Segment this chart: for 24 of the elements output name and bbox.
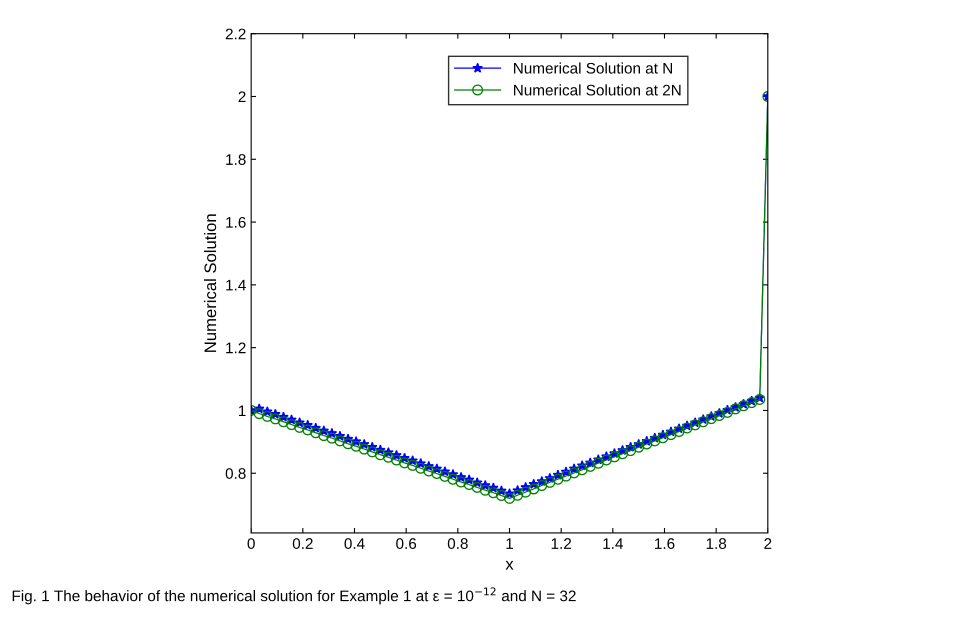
x-tick-label: 0.4 (344, 538, 365, 549)
y-tick-label: 1.4 (226, 280, 246, 290)
caption: Fig. 1 The behavior of the numerical solution for Example 1 at ε = 10$^{−12}$ and N = 32 (12, 587, 576, 604)
y-tick-label: 1.6 (226, 216, 246, 228)
y-tick-label: 1.8 (226, 154, 246, 165)
y-tick-label: 2 (238, 91, 246, 102)
x-tick-label: 1.6 (655, 538, 674, 549)
y-tick-label: 2.2 (226, 28, 246, 40)
x-tick-label: 1.2 (552, 538, 572, 549)
y-tick-label: 1.2 (226, 342, 246, 354)
x-tick-label: 0.8 (448, 538, 468, 549)
y-axis-title: Numerical Solution (204, 214, 216, 352)
x-tick-label: 0.2 (292, 538, 313, 549)
legend-label: Numerical Solution at 2N (514, 84, 680, 96)
x-tick-label: 1.8 (706, 538, 726, 549)
x-axis-title: x (506, 560, 514, 570)
x-tick-label: 0 (248, 538, 255, 549)
legend-label: Numerical Solution at N (514, 62, 672, 74)
x-tick-label: 1.4 (603, 538, 623, 549)
x-tick-label: 1 (506, 538, 513, 549)
x-tick-label: 0.6 (396, 538, 416, 549)
y-tick-label: 0.8 (226, 468, 246, 479)
x-tick-label: 2 (764, 538, 772, 549)
y-tick-label: 1 (238, 405, 246, 416)
